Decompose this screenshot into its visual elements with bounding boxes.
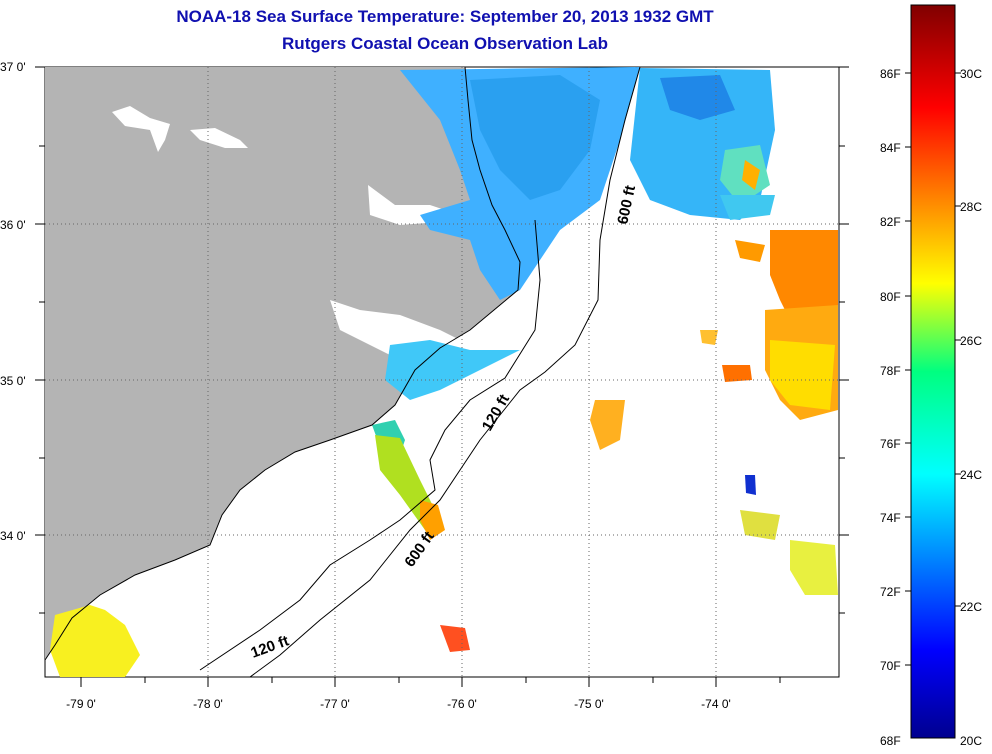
lon-label-79: -79 0' xyxy=(66,697,96,711)
colorbar-f-86: 86F xyxy=(880,67,901,81)
sst-data-layer xyxy=(50,67,838,677)
colorbar-c-22: 22C xyxy=(960,600,982,614)
colorbar-f-80: 80F xyxy=(880,290,901,304)
colorbar-f-76: 76F xyxy=(880,437,901,451)
colorbar-f-70: 70F xyxy=(880,659,901,673)
map-title: NOAA-18 Sea Surface Temperature: Septemb… xyxy=(176,7,714,26)
graticule xyxy=(45,67,839,677)
lon-label-74: -74 0' xyxy=(701,697,731,711)
lat-label-37: 37 0' xyxy=(0,60,26,74)
inland-lake-2 xyxy=(190,128,248,148)
colorbar-c-20: 20C xyxy=(960,734,982,748)
colorbar-f-72: 72F xyxy=(880,585,901,599)
colorbar-f-74: 74F xyxy=(880,511,901,525)
lon-label-78: -78 0' xyxy=(193,697,223,711)
colorbar-c-26: 26C xyxy=(960,334,982,348)
lon-label-75: -75 0' xyxy=(574,697,604,711)
colorbar-f-84: 84F xyxy=(880,141,901,155)
colorbar xyxy=(910,4,956,739)
map-subtitle: Rutgers Coastal Ocean Observation Lab xyxy=(282,34,608,53)
coastline xyxy=(45,67,521,661)
colorbar-c-28: 28C xyxy=(960,200,982,214)
colorbar-f-68: 68F xyxy=(880,734,901,748)
lat-label-35: 35 0' xyxy=(0,374,26,388)
frame-ticks xyxy=(35,66,849,687)
lat-label-34: 34 0' xyxy=(0,529,26,543)
colorbar-ticks xyxy=(905,72,961,666)
colorbar-c-24: 24C xyxy=(960,468,982,482)
contour-600ft xyxy=(249,67,641,677)
lon-label-77: -77 0' xyxy=(320,697,350,711)
colorbar-f-82: 82F xyxy=(880,215,901,229)
inland-lake-1 xyxy=(112,106,170,152)
colorbar-c-30: 30C xyxy=(960,67,982,81)
lon-label-76: -76 0' xyxy=(447,697,477,711)
contour-120ft xyxy=(199,219,541,671)
colorbar-f-78: 78F xyxy=(880,364,901,378)
lat-label-36: 36 0' xyxy=(0,218,26,232)
